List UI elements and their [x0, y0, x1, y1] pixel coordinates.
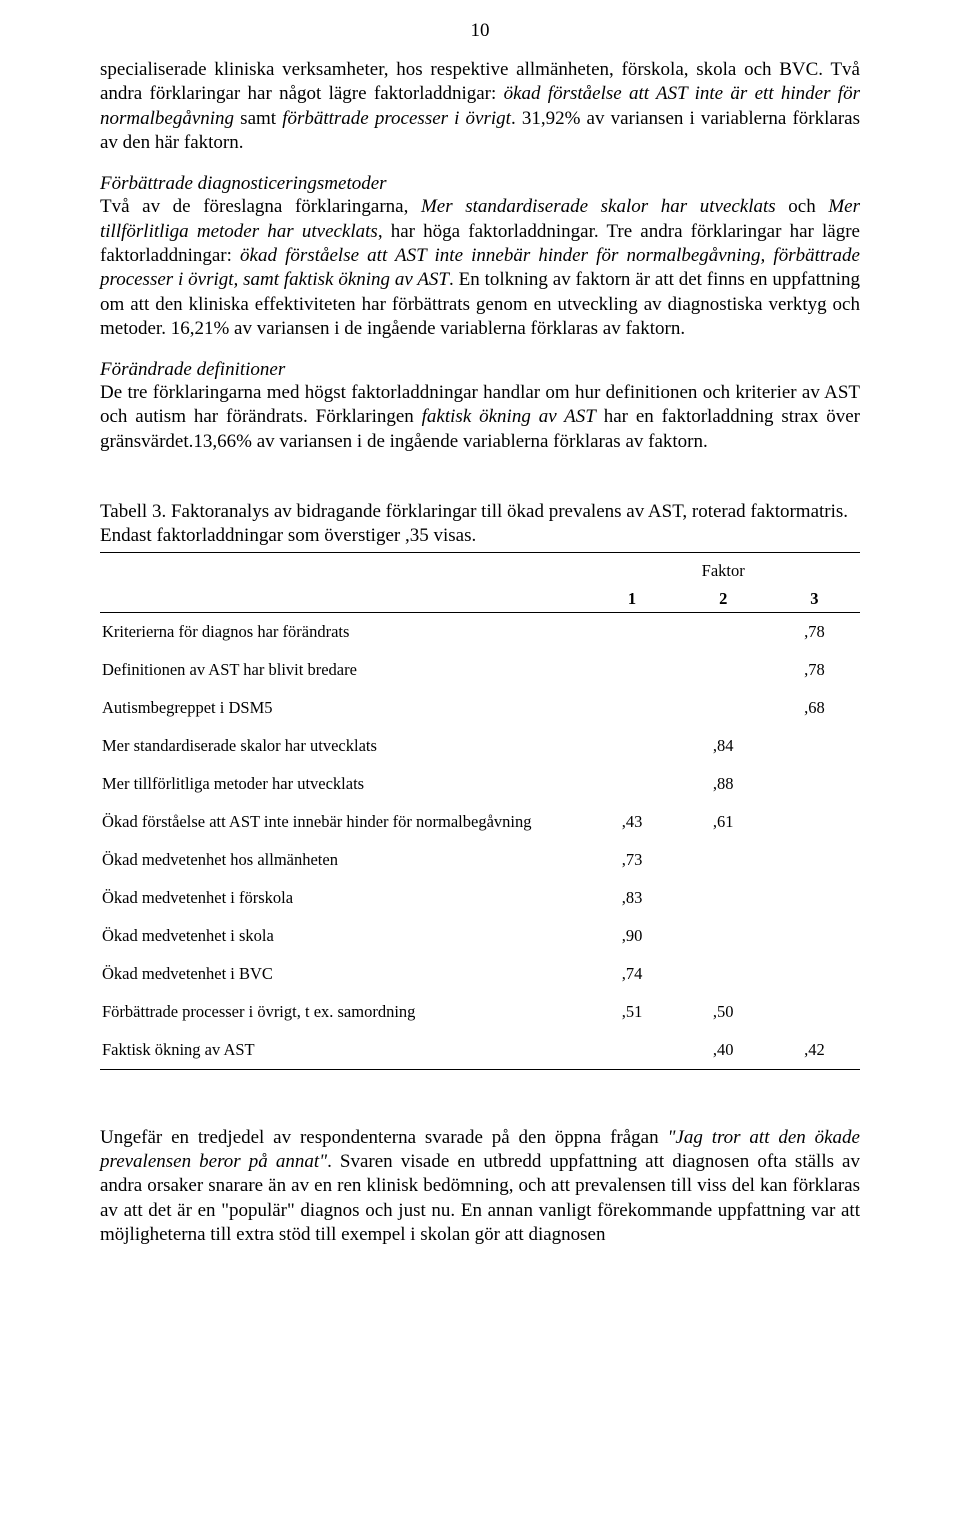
table-row: Ökad medvetenhet i skola,90	[100, 917, 860, 955]
row-value	[769, 765, 860, 803]
row-label: Ökad förståelse att AST inte innebär hin…	[100, 803, 586, 841]
paragraph-2: De tre förklaringarna med högst faktorla…	[100, 381, 860, 454]
text-italic: förbättrade processer i övrigt	[282, 108, 511, 129]
text-italic: faktisk ökning av AST	[422, 406, 596, 427]
col-header-2: 2	[678, 585, 769, 613]
empty-cell	[586, 557, 677, 585]
table-row: Mer standardiserade skalor har utvecklat…	[100, 727, 860, 765]
table-row: Ökad medvetenhet i BVC,74	[100, 955, 860, 993]
row-value: ,68	[769, 689, 860, 727]
table-row: Definitionen av AST har blivit bredare ,7…	[100, 651, 860, 689]
row-value	[769, 803, 860, 841]
row-label: Förbättrade processer i övrigt, t ex. sa…	[100, 993, 586, 1031]
row-label: Faktisk ökning av AST	[100, 1031, 586, 1070]
row-value	[769, 879, 860, 917]
text-run: samt	[234, 108, 282, 129]
table-row: Ökad förståelse att AST inte innebär hin…	[100, 803, 860, 841]
table-row: Ökad medvetenhet i förskola,83	[100, 879, 860, 917]
row-value	[769, 917, 860, 955]
table-row: Autismbegreppet i DSM5 ,68	[100, 689, 860, 727]
row-value	[678, 651, 769, 689]
row-value: ,51	[586, 993, 677, 1031]
row-value: ,90	[586, 917, 677, 955]
empty-cell	[769, 557, 860, 585]
row-value	[769, 727, 860, 765]
table-row: Kriterierna för diagnos har förändrats ,7…	[100, 612, 860, 651]
row-value	[586, 651, 677, 689]
section-heading-1: Förbättrade diagnosticeringsmetoder	[100, 173, 860, 195]
table-row: Ökad medvetenhet hos allmänheten,73	[100, 841, 860, 879]
section-heading-2: Förändrade definitioner	[100, 359, 860, 381]
row-value	[678, 955, 769, 993]
table-caption: Tabell 3. Faktoranalys av bidragande för…	[100, 500, 860, 549]
row-label: Ökad medvetenhet i förskola	[100, 879, 586, 917]
paragraph-3: Ungefär en tredjedel av respondenterna s…	[100, 1126, 860, 1248]
row-value	[678, 879, 769, 917]
row-value: ,61	[678, 803, 769, 841]
row-value: ,50	[678, 993, 769, 1031]
row-value	[586, 1031, 677, 1070]
row-value	[678, 689, 769, 727]
row-label: Kriterierna för diagnos har förändrats	[100, 612, 586, 651]
page-number: 10	[100, 20, 860, 42]
row-label: Mer standardiserade skalor har utvecklat…	[100, 727, 586, 765]
row-value: ,78	[769, 612, 860, 651]
table-row: Förbättrade processer i övrigt, t ex. sa…	[100, 993, 860, 1031]
row-label: Ökad medvetenhet hos allmänheten	[100, 841, 586, 879]
row-value: ,88	[678, 765, 769, 803]
row-value: ,74	[586, 955, 677, 993]
row-label: Mer tillförlitliga metoder har utvecklat…	[100, 765, 586, 803]
row-value: ,84	[678, 727, 769, 765]
paragraph-intro: specialiserade kliniska verksamheter, ho…	[100, 58, 860, 155]
row-label: Ökad medvetenhet i BVC	[100, 955, 586, 993]
row-value	[678, 917, 769, 955]
table-header-numbers: 1 2 3	[100, 585, 860, 613]
row-value	[769, 955, 860, 993]
row-value	[769, 993, 860, 1031]
row-value	[586, 727, 677, 765]
text-run: och	[776, 196, 829, 217]
row-value: ,73	[586, 841, 677, 879]
row-value	[586, 612, 677, 651]
factor-label: Faktor	[678, 557, 769, 585]
table-row: Faktisk ökning av AST ,40,42	[100, 1031, 860, 1070]
row-label: Definitionen av AST har blivit bredare	[100, 651, 586, 689]
row-value: ,43	[586, 803, 677, 841]
col-header-3: 3	[769, 585, 860, 613]
row-value: ,42	[769, 1031, 860, 1070]
empty-cell	[100, 557, 586, 585]
row-value	[769, 841, 860, 879]
table-row: Mer tillförlitliga metoder har utvecklat…	[100, 765, 860, 803]
col-header-1: 1	[586, 585, 677, 613]
row-value	[586, 765, 677, 803]
table-header-factor: Faktor	[100, 557, 860, 585]
row-value: ,83	[586, 879, 677, 917]
row-value	[678, 612, 769, 651]
text-run: Ungefär en tredjedel av respondenterna s…	[100, 1127, 667, 1148]
text-italic: Mer standardiserade skalor har utvecklat…	[421, 196, 776, 217]
row-value: ,78	[769, 651, 860, 689]
text-run: Två av de föreslagna förklaringarna,	[100, 196, 421, 217]
factor-table: Faktor 1 2 3 Kriterierna för diagnos har…	[100, 557, 860, 1070]
row-value	[678, 841, 769, 879]
empty-cell	[100, 585, 586, 613]
paragraph-1: Två av de föreslagna förklaringarna, Mer…	[100, 195, 860, 341]
table-body: Kriterierna för diagnos har förändrats ,7…	[100, 612, 860, 1069]
row-label: Autismbegreppet i DSM5	[100, 689, 586, 727]
row-value	[586, 689, 677, 727]
document-page: 10 specialiserade kliniska verksamheter,…	[0, 0, 960, 1277]
table-caption-wrap: Tabell 3. Faktoranalys av bidragande för…	[100, 500, 860, 553]
row-label: Ökad medvetenhet i skola	[100, 917, 586, 955]
row-value: ,40	[678, 1031, 769, 1070]
